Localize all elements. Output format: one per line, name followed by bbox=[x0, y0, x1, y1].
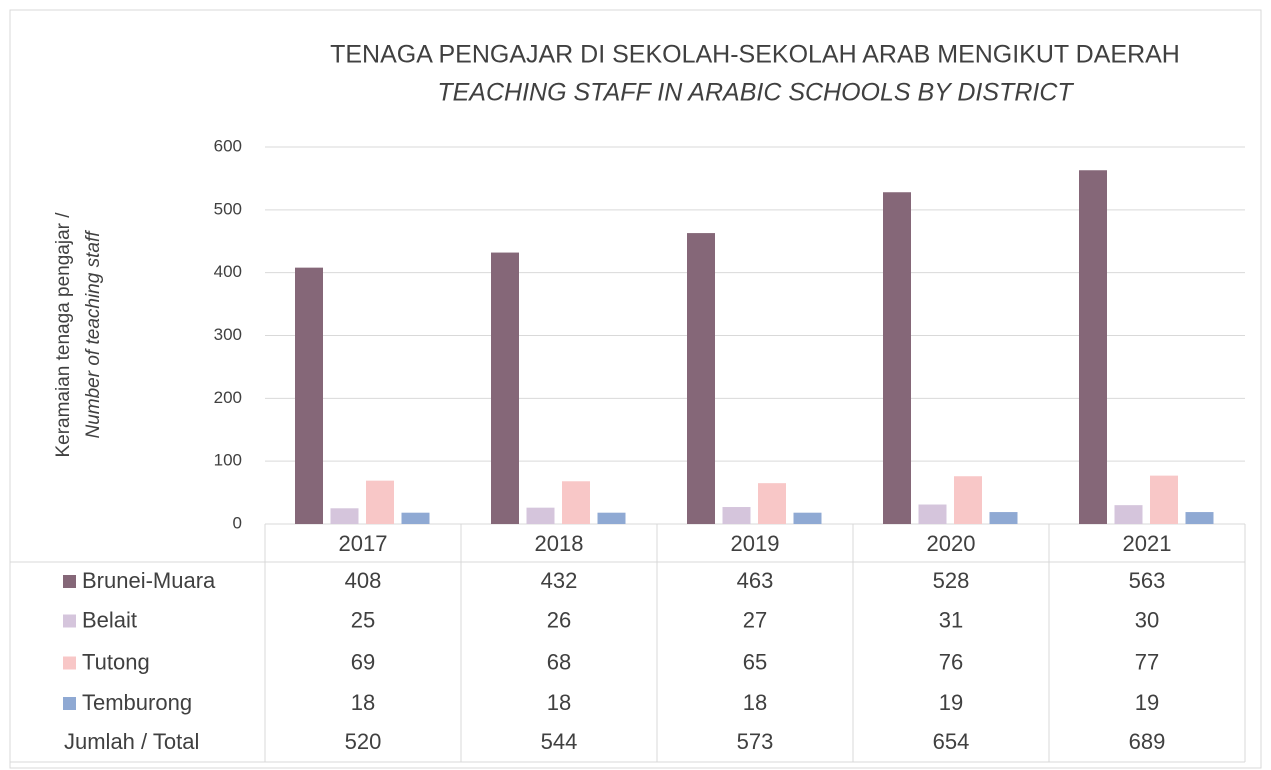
bar bbox=[954, 476, 982, 524]
bar bbox=[1114, 505, 1143, 524]
table-value: 25 bbox=[351, 607, 375, 632]
table-value: 528 bbox=[933, 568, 970, 593]
chart-subtitle: TEACHING STAFF IN ARABIC SCHOOLS BY DIST… bbox=[437, 79, 1074, 107]
table-value: 408 bbox=[345, 568, 382, 593]
y-tick-label: 600 bbox=[214, 136, 242, 155]
table-value: 18 bbox=[351, 690, 375, 715]
x-tick-label: 2018 bbox=[535, 531, 584, 556]
bar bbox=[722, 507, 751, 524]
bar bbox=[491, 252, 519, 524]
table-value: 19 bbox=[939, 690, 963, 715]
table-value: 19 bbox=[1135, 690, 1159, 715]
table-value: 563 bbox=[1129, 568, 1166, 593]
bar bbox=[989, 512, 1018, 524]
y-axis-label: Number of teaching staff bbox=[83, 230, 104, 439]
total-value: 654 bbox=[933, 729, 970, 754]
y-tick-label: 300 bbox=[214, 325, 242, 344]
bar bbox=[1079, 170, 1107, 524]
bar bbox=[793, 512, 822, 524]
table-value: 432 bbox=[541, 568, 578, 593]
chart-frame bbox=[9, 9, 1262, 769]
table-value: 30 bbox=[1135, 607, 1159, 632]
x-tick-label: 2020 bbox=[927, 531, 976, 556]
table-value: 26 bbox=[547, 607, 571, 632]
table-value: 31 bbox=[939, 607, 963, 632]
table-value: 77 bbox=[1135, 649, 1159, 674]
y-axis-label: Keramaian tenaga pengajar / bbox=[53, 212, 74, 458]
legend-key bbox=[63, 656, 76, 670]
bar bbox=[401, 512, 430, 524]
y-tick-label: 500 bbox=[214, 199, 242, 218]
bar bbox=[366, 480, 394, 524]
table-value: 76 bbox=[939, 649, 963, 674]
total-value: 544 bbox=[541, 729, 578, 754]
table-value: 68 bbox=[547, 649, 571, 674]
total-label: Jumlah / Total bbox=[64, 729, 199, 754]
x-tick-label: 2017 bbox=[339, 531, 388, 556]
y-tick-label: 100 bbox=[214, 451, 242, 470]
y-tick-label: 400 bbox=[214, 262, 242, 281]
bar bbox=[330, 508, 359, 524]
y-tick-label: 200 bbox=[214, 388, 242, 407]
bar bbox=[526, 507, 555, 524]
total-value: 520 bbox=[345, 729, 382, 754]
bar bbox=[562, 481, 590, 524]
bar bbox=[1185, 512, 1214, 524]
x-tick-label: 2019 bbox=[731, 531, 780, 556]
legend-label: Tutong bbox=[82, 649, 150, 674]
chart-title: TENAGA PENGAJAR DI SEKOLAH-SEKOLAH ARAB … bbox=[330, 41, 1180, 69]
bar bbox=[883, 192, 911, 525]
bar bbox=[758, 483, 786, 524]
bar bbox=[1150, 475, 1178, 524]
x-tick-label: 2021 bbox=[1123, 531, 1172, 556]
bar bbox=[295, 267, 323, 524]
table-value: 69 bbox=[351, 649, 375, 674]
legend-key bbox=[63, 697, 76, 710]
table-value: 18 bbox=[743, 690, 767, 715]
y-tick-label: 0 bbox=[233, 513, 242, 532]
bar bbox=[918, 504, 947, 524]
table-value: 463 bbox=[737, 568, 774, 593]
total-value: 689 bbox=[1129, 729, 1166, 754]
legend-label: Brunei-Muara bbox=[82, 568, 216, 593]
total-value: 573 bbox=[737, 729, 774, 754]
legend-label: Temburong bbox=[82, 690, 192, 715]
bar bbox=[687, 233, 715, 524]
table-value: 18 bbox=[547, 690, 571, 715]
legend-key bbox=[63, 575, 76, 588]
legend-key bbox=[63, 614, 76, 628]
legend-label: Belait bbox=[82, 607, 137, 632]
table-value: 65 bbox=[743, 649, 767, 674]
bar bbox=[597, 512, 626, 524]
table-value: 27 bbox=[743, 607, 767, 632]
